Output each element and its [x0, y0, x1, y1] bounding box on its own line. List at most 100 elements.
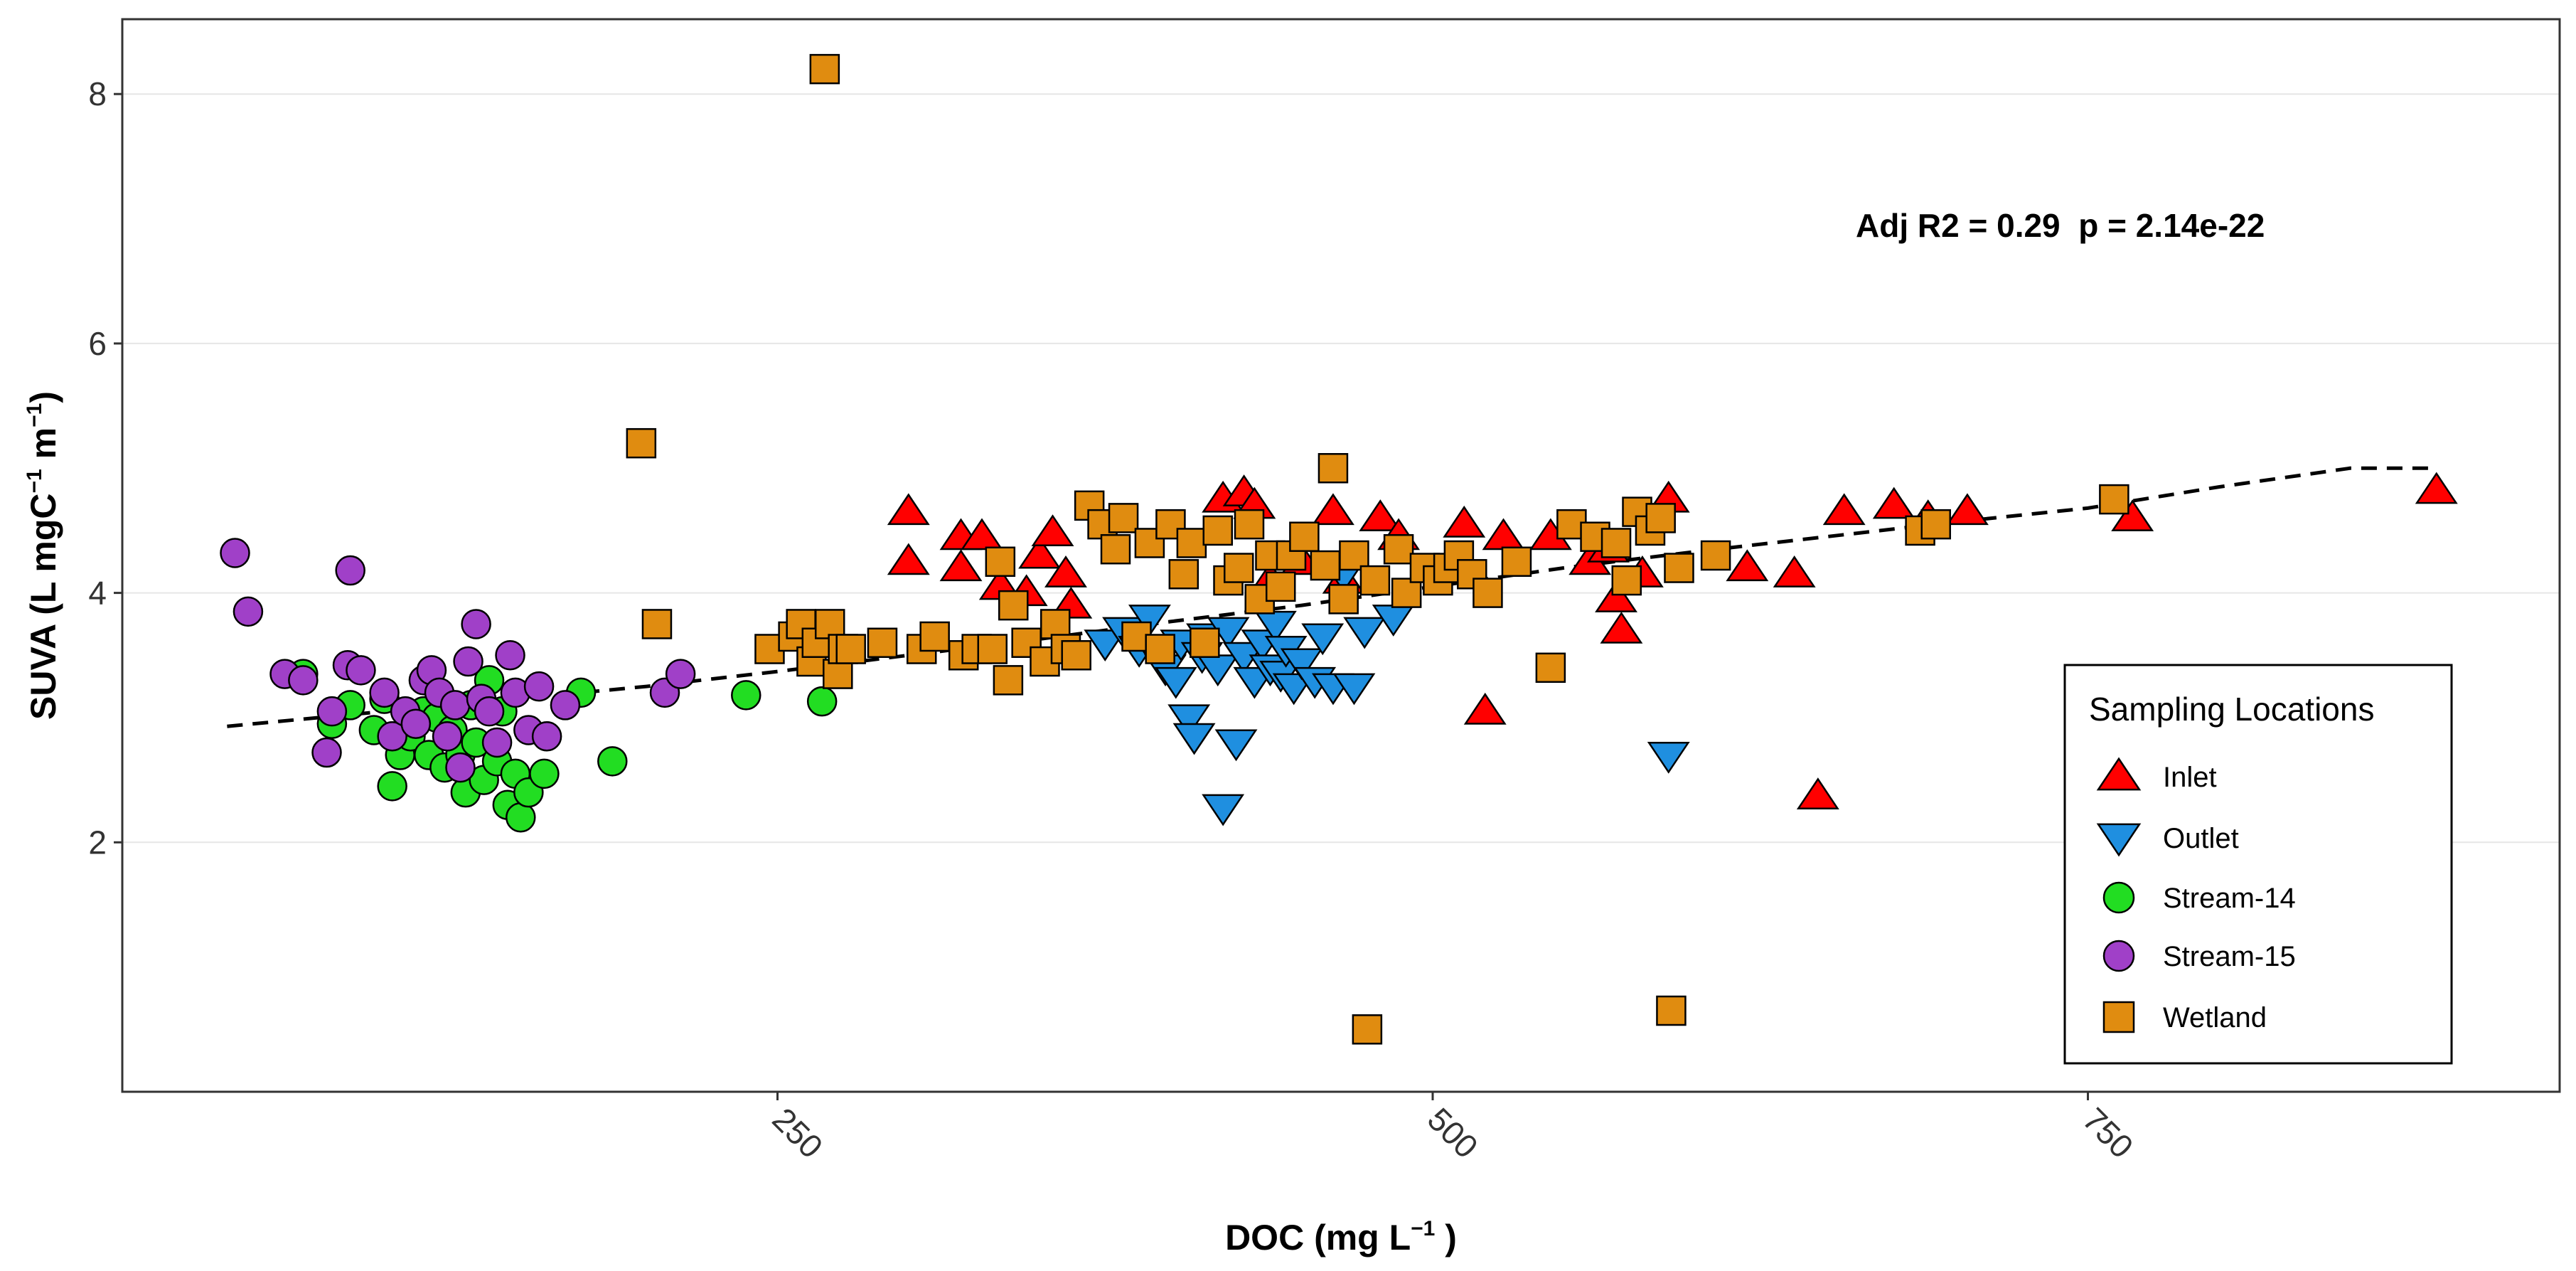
point-wetland: [1108, 503, 1139, 533]
point-wetland: [985, 546, 1016, 578]
point-wetland: [641, 609, 673, 639]
y-axis-title-part1: SUVA (L mgC: [23, 493, 63, 720]
point-stream-15: [453, 646, 483, 677]
point-inlet: [1726, 549, 1769, 582]
point-stream-15: [461, 609, 491, 639]
regression-annotation: Adj R2 = 0.29 p = 2.14e-22: [1856, 207, 2265, 244]
legend-title: Sampling Locations: [2089, 691, 2374, 728]
point-wetland: [1600, 528, 1632, 558]
point-outlet: [1343, 617, 1386, 649]
point-wetland: [1383, 533, 1414, 565]
legend: Sampling Locations Inlet Outlet Stream-1…: [2063, 664, 2453, 1065]
point-wetland: [1352, 1014, 1383, 1045]
y-axis-title-mid: m: [23, 427, 63, 469]
point-inlet: [1463, 692, 1507, 725]
point-inlet: [1312, 493, 1354, 526]
point-outlet: [1647, 742, 1690, 774]
point-stream-14: [731, 680, 761, 711]
x-axis-title-part1: DOC (mg L: [1225, 1218, 1411, 1257]
point-inlet: [961, 518, 1003, 551]
point-stream-14: [597, 746, 628, 777]
legend-key-outlet: [2096, 823, 2142, 857]
point-wetland: [809, 53, 840, 85]
point-stream-15: [335, 555, 365, 586]
point-wetland: [1645, 503, 1676, 533]
point-outlet: [1128, 605, 1171, 637]
point-wetland: [867, 627, 898, 658]
point-stream-14: [529, 758, 560, 789]
point-wetland: [1040, 609, 1071, 639]
point-stream-15: [311, 737, 342, 768]
point-wetland: [814, 609, 845, 639]
y-tick-label: 4: [88, 575, 107, 612]
point-wetland: [919, 621, 950, 652]
legend-key-stream-15: [2102, 940, 2135, 972]
y-tick-label: 2: [88, 824, 107, 861]
point-outlet: [1154, 666, 1197, 699]
point-stream-14: [506, 802, 536, 833]
point-wetland: [1656, 995, 1687, 1026]
point-wetland: [1223, 553, 1254, 583]
legend-label-inlet: Inlet: [2163, 762, 2217, 793]
point-inlet: [2111, 499, 2154, 531]
point-stream-15: [495, 640, 525, 671]
point-stream-15: [439, 690, 471, 720]
point-wetland: [1664, 553, 1694, 583]
point-wetland: [1289, 521, 1320, 552]
point-wetland: [1061, 640, 1091, 671]
point-wetland: [1202, 515, 1234, 546]
point-wetland: [1700, 540, 1731, 571]
legend-keys: [2096, 757, 2142, 1033]
y-axis-title: SUVA (L mgC−1 m−1): [23, 391, 63, 720]
point-wetland: [1501, 546, 1532, 578]
point-inlet: [1359, 499, 1402, 531]
point-inlet: [1600, 611, 1643, 644]
legend-label-stream-15: Stream-15: [2163, 941, 2296, 972]
point-wetland: [1145, 634, 1175, 664]
point-stream-15: [432, 721, 463, 752]
point-stream-14: [377, 771, 407, 802]
y-tick-label: 6: [88, 325, 107, 362]
point-wetland: [1100, 533, 1131, 565]
x-tick-label: 750: [2075, 1100, 2140, 1165]
y-axis-title-sup2: −1: [23, 403, 46, 427]
point-wetland: [977, 634, 1008, 664]
point-outlet: [1280, 648, 1323, 681]
point-stream-15: [316, 696, 348, 727]
point-wetland: [1310, 550, 1341, 581]
point-inlet: [1872, 486, 1915, 519]
point-stream-15: [233, 596, 264, 627]
legend-box: [2063, 664, 2453, 1065]
point-wetland: [1535, 652, 1566, 684]
point-outlet: [1172, 723, 1216, 755]
point-stream-15: [523, 671, 555, 702]
point-outlet: [1167, 704, 1211, 737]
x-axis-title: DOC (mg L−1 ): [1225, 1217, 1457, 1257]
point-wetland: [1176, 528, 1207, 558]
point-inlet: [1031, 514, 1074, 546]
y-axis-title-sup1: −1: [23, 469, 46, 493]
x-tick-label: 250: [765, 1100, 830, 1165]
x-tick-label: 500: [1421, 1100, 1485, 1165]
point-stream-15: [346, 655, 376, 686]
point-stream-15: [400, 708, 432, 739]
point-inlet: [939, 549, 983, 582]
point-wetland: [998, 590, 1029, 621]
point-stream-15: [369, 677, 400, 708]
point-wetland: [1611, 565, 1642, 596]
point-stream-15: [377, 721, 407, 752]
point-stream-15: [288, 665, 319, 696]
point-inlet: [2415, 472, 2458, 504]
point-outlet: [1254, 610, 1297, 643]
series-wetland: [626, 53, 2129, 1045]
x-axis-title-sup: −1: [1411, 1217, 1435, 1240]
point-stream-15: [665, 659, 696, 689]
point-outlet: [1214, 729, 1258, 762]
point-outlet: [1084, 629, 1127, 661]
point-inlet: [1595, 580, 1637, 612]
data-points: [220, 53, 2458, 1045]
point-stream-15: [481, 727, 513, 758]
point-stream-15: [531, 721, 562, 752]
point-stream-14: [806, 686, 838, 717]
